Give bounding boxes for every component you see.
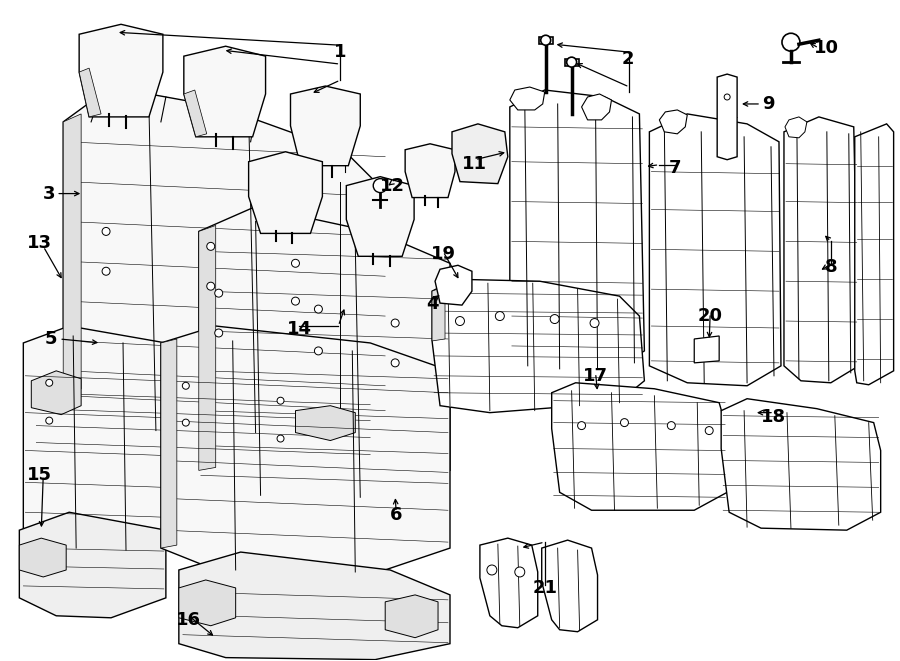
- Circle shape: [455, 317, 464, 325]
- Circle shape: [102, 267, 110, 275]
- Polygon shape: [291, 86, 360, 166]
- Text: 16: 16: [176, 611, 202, 629]
- Circle shape: [207, 243, 215, 251]
- Text: 1: 1: [334, 43, 346, 61]
- Polygon shape: [79, 24, 163, 117]
- Polygon shape: [199, 206, 450, 498]
- Circle shape: [620, 418, 628, 426]
- Circle shape: [46, 379, 53, 386]
- Circle shape: [578, 422, 586, 430]
- Circle shape: [292, 297, 300, 305]
- Text: 2: 2: [621, 50, 634, 68]
- Polygon shape: [432, 279, 644, 412]
- Polygon shape: [650, 114, 781, 386]
- Circle shape: [215, 289, 222, 297]
- Circle shape: [667, 422, 675, 430]
- Text: 11: 11: [463, 155, 488, 173]
- Polygon shape: [19, 512, 166, 618]
- Text: 10: 10: [814, 39, 840, 58]
- Polygon shape: [248, 152, 322, 233]
- Text: 5: 5: [45, 330, 58, 348]
- Polygon shape: [405, 144, 455, 198]
- Circle shape: [183, 419, 189, 426]
- Text: 21: 21: [532, 579, 557, 597]
- Circle shape: [102, 227, 110, 235]
- Polygon shape: [694, 336, 719, 363]
- Polygon shape: [179, 580, 236, 626]
- Circle shape: [207, 282, 215, 290]
- Text: 17: 17: [583, 367, 608, 385]
- Text: 4: 4: [426, 295, 438, 313]
- Polygon shape: [184, 90, 207, 137]
- Polygon shape: [161, 326, 450, 575]
- Text: 7: 7: [669, 159, 681, 176]
- Polygon shape: [539, 37, 553, 44]
- Circle shape: [183, 382, 189, 389]
- Polygon shape: [785, 117, 807, 137]
- Polygon shape: [581, 94, 611, 120]
- Circle shape: [46, 417, 53, 424]
- Circle shape: [590, 319, 599, 327]
- Text: 20: 20: [698, 307, 723, 325]
- Polygon shape: [63, 87, 391, 436]
- Circle shape: [215, 329, 222, 337]
- Circle shape: [550, 315, 559, 323]
- Circle shape: [277, 397, 284, 404]
- Polygon shape: [161, 339, 176, 548]
- Text: 8: 8: [824, 258, 837, 276]
- Circle shape: [724, 94, 730, 100]
- Circle shape: [541, 35, 551, 45]
- Text: 15: 15: [27, 467, 52, 485]
- Circle shape: [314, 305, 322, 313]
- Polygon shape: [452, 124, 508, 184]
- Polygon shape: [784, 117, 859, 383]
- Circle shape: [314, 347, 322, 355]
- Polygon shape: [542, 540, 598, 632]
- Text: 12: 12: [380, 176, 405, 194]
- Polygon shape: [480, 538, 537, 628]
- Polygon shape: [564, 59, 579, 66]
- Polygon shape: [552, 383, 727, 510]
- Text: 14: 14: [287, 320, 312, 338]
- Circle shape: [487, 565, 497, 575]
- Polygon shape: [346, 176, 414, 256]
- Polygon shape: [179, 552, 450, 660]
- Text: 9: 9: [761, 95, 774, 113]
- Polygon shape: [184, 46, 266, 137]
- Polygon shape: [63, 114, 81, 393]
- Polygon shape: [295, 406, 356, 440]
- Polygon shape: [717, 74, 737, 160]
- Circle shape: [495, 311, 504, 321]
- Circle shape: [392, 359, 400, 367]
- Circle shape: [782, 33, 800, 51]
- Circle shape: [392, 319, 400, 327]
- Text: 18: 18: [761, 408, 787, 426]
- Polygon shape: [509, 87, 544, 110]
- Polygon shape: [660, 110, 688, 134]
- Polygon shape: [432, 286, 445, 341]
- Polygon shape: [23, 326, 166, 552]
- Text: 6: 6: [390, 506, 402, 524]
- Polygon shape: [721, 399, 881, 530]
- Polygon shape: [79, 68, 101, 117]
- Polygon shape: [509, 90, 644, 371]
- Text: 3: 3: [43, 184, 56, 202]
- Polygon shape: [855, 124, 894, 385]
- Text: 13: 13: [27, 235, 52, 253]
- Text: 19: 19: [430, 245, 455, 263]
- Polygon shape: [32, 366, 375, 471]
- Circle shape: [706, 426, 713, 434]
- Polygon shape: [32, 371, 81, 414]
- Circle shape: [292, 259, 300, 267]
- Polygon shape: [435, 265, 472, 305]
- Circle shape: [515, 567, 525, 577]
- Polygon shape: [385, 595, 438, 638]
- Polygon shape: [199, 225, 216, 471]
- Circle shape: [374, 178, 387, 192]
- Circle shape: [567, 57, 577, 67]
- Polygon shape: [19, 538, 67, 577]
- Circle shape: [277, 435, 284, 442]
